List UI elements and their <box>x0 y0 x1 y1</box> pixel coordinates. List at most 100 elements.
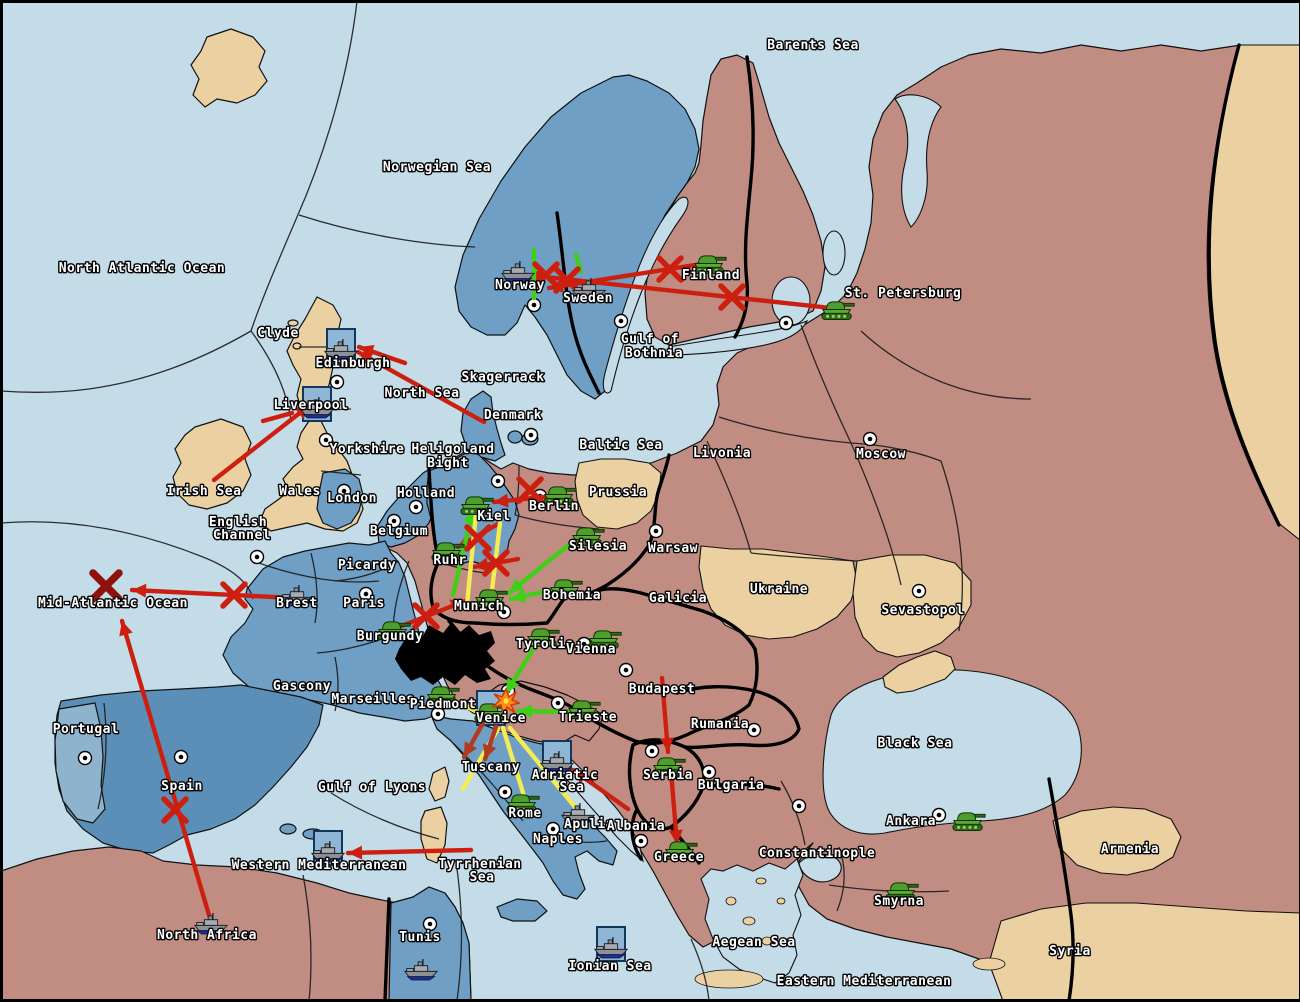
small-islands <box>694 650 1006 989</box>
region-label: Aegean Sea <box>712 935 795 950</box>
region-label: Adriatic <box>532 768 599 783</box>
failed-move-arrow <box>570 767 631 812</box>
region-label: Trieste <box>559 710 617 725</box>
region-shape-syria[interactable] <box>988 902 1300 1001</box>
tan-patches <box>574 44 1300 1001</box>
region-label: Brest <box>276 596 318 611</box>
region-label: Kiel <box>477 509 510 524</box>
region-label: Albania <box>607 819 665 834</box>
failed-order-x-mark <box>718 283 746 311</box>
region-shape-scandinavia[interactable] <box>454 74 700 400</box>
region-label: Tyrrhenian <box>438 857 521 872</box>
region-label: Black Sea <box>878 736 953 751</box>
failed-order-x-mark <box>516 476 544 504</box>
region-label: Ukraine <box>750 582 808 597</box>
failed-move-arrow <box>396 598 468 630</box>
region-label: Greece <box>654 850 704 865</box>
retreat-arrow <box>482 724 499 762</box>
supply-center-dot <box>173 749 189 765</box>
black-sea <box>822 669 1082 835</box>
region-shape-prussia[interactable] <box>574 458 662 530</box>
region-label: Bothnia <box>625 346 683 361</box>
border-tunis <box>383 897 391 1001</box>
region-label: North Africa <box>157 928 257 943</box>
supply-center-dot <box>618 662 634 678</box>
successful-move-arrow <box>508 586 560 603</box>
support-arrow <box>464 510 479 608</box>
region-label: Skagerrack <box>461 370 544 385</box>
region-label: Sea <box>560 780 585 795</box>
region-label: Spain <box>161 779 203 794</box>
region-label: Rumania <box>691 717 749 732</box>
successful-move-arrow <box>506 536 579 596</box>
supply-center-dot <box>523 427 539 443</box>
support-arrow <box>507 725 578 810</box>
region-label: Mid-Atlantic Ocean <box>38 596 188 611</box>
failed-order-x-mark <box>656 255 684 283</box>
supply-center-dot <box>408 499 424 515</box>
supply-center-dot <box>496 604 512 620</box>
region-shape-denmark[interactable] <box>460 390 506 462</box>
region-label: Clyde <box>257 326 299 341</box>
supply-center-dot <box>633 833 649 849</box>
region-label: Heligoland <box>411 442 494 457</box>
region-shape-iceland[interactable] <box>190 28 268 108</box>
failed-move-arrow <box>668 768 683 847</box>
retreat-arrow <box>461 720 486 760</box>
region-label: Portugal <box>53 722 120 737</box>
border-serbia <box>627 738 706 831</box>
region-shape-ukraine[interactable] <box>698 545 858 640</box>
region-label: Edinburgh <box>316 356 391 371</box>
gulf-of-bothnia-sea <box>602 196 689 394</box>
supply-center-dot <box>490 473 506 489</box>
region-label: Venice <box>476 711 526 726</box>
region-label: Finland <box>682 268 740 283</box>
switzerland-impassable <box>395 623 495 685</box>
failed-order-x-mark <box>412 602 440 630</box>
supply-centers-layer <box>77 297 947 932</box>
white-sea <box>894 94 942 228</box>
supply-center-dot <box>701 764 717 780</box>
region-shape-cyprus <box>972 957 1006 971</box>
region-shape-armenia[interactable] <box>1052 806 1182 876</box>
region-label: Barents Sea <box>767 38 859 53</box>
region-label: Tyrolia <box>516 637 574 652</box>
border-germany <box>427 453 671 627</box>
labels-layer: Barents Sea Norwegian Sea North Atlantic O… <box>37 37 1160 991</box>
region-shape-sevastopol[interactable] <box>852 554 972 658</box>
region-label: Gulf of <box>621 332 679 347</box>
region-shape-sicily[interactable] <box>496 898 548 922</box>
region-label: Berlin <box>529 499 579 514</box>
region-label: Serbia <box>643 768 693 783</box>
region-label: Warsaw <box>648 541 698 556</box>
region-label: Bulgaria <box>698 778 765 793</box>
region-label: Naples <box>533 832 583 847</box>
region-shape-balearics <box>279 823 297 835</box>
region-shape-london[interactable] <box>316 468 364 530</box>
region-label: Yorkshire <box>330 442 405 457</box>
supply-center-dot <box>911 583 927 599</box>
region-label: Armenia <box>1101 842 1159 857</box>
supply-center-dot <box>862 431 878 447</box>
region-shape-ireland[interactable] <box>172 418 252 510</box>
supply-center-dot <box>746 722 762 738</box>
failed-order-x-layer <box>89 255 746 824</box>
region-label: English <box>209 515 267 530</box>
supply-center-dot <box>318 432 334 448</box>
region-label: Moscow <box>856 447 906 462</box>
region-shape-corsica[interactable] <box>428 766 450 802</box>
gulf-of-finland-sea <box>668 319 809 356</box>
region-shape-crimea[interactable] <box>882 650 956 694</box>
supply-center-dot <box>497 784 513 800</box>
supply-center-dot <box>386 513 402 529</box>
region-label: Prussia <box>589 485 647 500</box>
failed-move-arrow <box>356 344 408 366</box>
supply-center-dot <box>358 586 374 602</box>
sea-of-marmara <box>798 853 842 883</box>
region-label: Galicia <box>649 591 707 606</box>
region-label: North Sea <box>385 386 460 401</box>
region-label: Tuscany <box>462 760 520 775</box>
region-label: Syria <box>1049 944 1091 959</box>
